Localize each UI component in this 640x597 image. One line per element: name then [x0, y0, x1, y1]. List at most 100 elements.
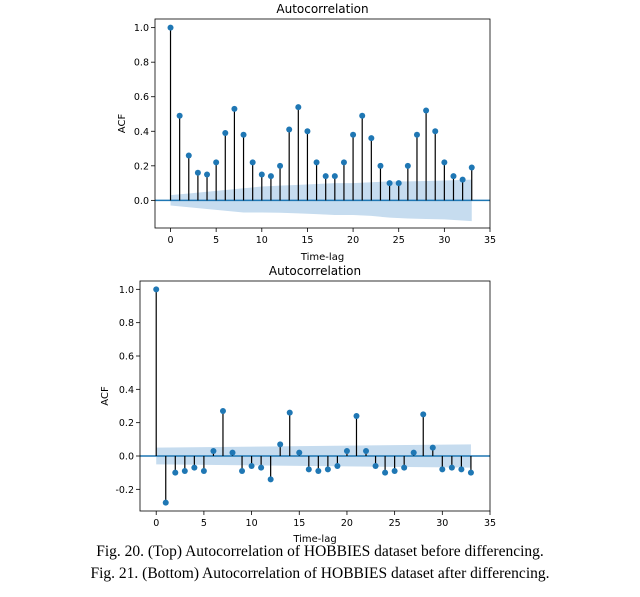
- x-tick-label: 20: [341, 518, 353, 529]
- acf-point: [239, 468, 246, 474]
- y-tick-label: 0.4: [134, 127, 149, 138]
- acf-point: [153, 286, 160, 293]
- acf-point: [459, 176, 466, 183]
- acf-point: [167, 24, 174, 31]
- acf-point: [353, 413, 360, 419]
- acf-point: [395, 180, 402, 187]
- acf-point: [181, 468, 188, 474]
- y-tick-label: 0.0: [119, 452, 134, 463]
- y-axis-label: ACF: [100, 386, 111, 406]
- acf-point: [277, 162, 284, 169]
- x-tick-label: 10: [246, 518, 258, 529]
- acf-point: [286, 409, 293, 416]
- x-tick-label: 5: [201, 518, 207, 529]
- acf-point: [413, 131, 420, 138]
- acf-point: [231, 105, 238, 112]
- acf-point: [194, 169, 201, 176]
- acf-point: [248, 463, 255, 469]
- x-axis-label: Time-lag: [300, 252, 344, 263]
- acf-point: [368, 135, 375, 142]
- y-tick-label: 0.6: [134, 92, 149, 103]
- acf-point: [386, 180, 393, 187]
- x-tick-label: 10: [256, 235, 268, 246]
- y-tick-label: 0.8: [134, 58, 149, 69]
- acf-point: [448, 464, 455, 471]
- y-tick-label: 0.8: [119, 318, 134, 329]
- chart-title: Autocorrelation: [276, 2, 368, 16]
- acf-point: [343, 448, 350, 454]
- acf-point: [267, 173, 274, 180]
- acf-point: [222, 130, 229, 136]
- acf-chart-top: Autocorrelation 0 5 10 15 20 25 30 35 0.0 0.2 0.4 0.…: [117, 2, 496, 263]
- acf-point: [172, 469, 179, 476]
- acf-point: [359, 112, 366, 119]
- x-tick-label: 35: [484, 235, 496, 246]
- acf-point: [458, 466, 465, 473]
- acf-point: [277, 441, 284, 448]
- acf-point: [410, 449, 417, 456]
- acf-point: [258, 464, 265, 471]
- acf-point: [334, 463, 341, 469]
- acf-point: [185, 152, 192, 159]
- acf-point: [350, 131, 357, 138]
- y-tick-label: 1.0: [119, 285, 134, 296]
- acf-point: [420, 411, 427, 418]
- acf-point: [313, 159, 320, 166]
- y-tick-label: -0.2: [115, 485, 134, 496]
- x-tick-label: 5: [213, 235, 219, 246]
- acf-point: [377, 162, 384, 169]
- acf-point: [401, 464, 408, 471]
- acf-point: [191, 464, 198, 471]
- y-tick-label: 0.4: [119, 385, 134, 396]
- x-tick-label: 25: [393, 235, 405, 246]
- acf-point: [315, 468, 322, 474]
- x-tick-label: 0: [167, 235, 173, 246]
- plot-frame: [139, 280, 491, 512]
- y-tick-label: 0.6: [119, 352, 134, 363]
- acf-point: [305, 466, 312, 473]
- acf-point: [219, 408, 226, 414]
- y-axis-label: ACF: [117, 114, 128, 134]
- acf-chart-bottom: Autocorrelation 0 5 10 15 20 25 30 35 -0.2 0.0 0.2 0…: [100, 264, 496, 545]
- y-tick-label: 0.2: [119, 418, 134, 429]
- acf-point: [372, 463, 379, 469]
- acf-point: [213, 159, 220, 166]
- acf-point: [450, 173, 457, 180]
- x-tick-label: 0: [153, 518, 159, 529]
- y-tick-label: 1.0: [134, 23, 149, 34]
- acf-point: [363, 448, 370, 454]
- acf-point: [240, 131, 247, 138]
- acf-point: [391, 468, 398, 474]
- acf-point: [423, 107, 430, 114]
- acf-point: [382, 469, 389, 476]
- acf-point: [404, 162, 411, 169]
- acf-figure: Autocorrelation 0 5 10 15 20 25 30 35 0.0 0.2 0.4 0.…: [100, 2, 496, 545]
- acf-point: [229, 449, 236, 456]
- acf-point: [468, 164, 475, 171]
- figure-caption-bottom: Fig. 21. (Bottom) Autocorrelation of HOB…: [90, 565, 550, 582]
- acf-point: [439, 466, 446, 473]
- acf-point: [258, 171, 265, 178]
- x-tick-label: 35: [484, 518, 496, 529]
- acf-point: [467, 469, 474, 476]
- figure-caption-top: Fig. 20. (Top) Autocorrelation of HOBBIE…: [96, 543, 544, 560]
- acf-point: [176, 112, 183, 119]
- acf-point: [162, 499, 169, 506]
- acf-point: [304, 128, 311, 135]
- acf-point: [204, 171, 211, 178]
- x-tick-label: 20: [347, 235, 359, 246]
- acf-point: [267, 476, 274, 483]
- x-tick-label: 30: [436, 518, 448, 529]
- acf-point: [249, 159, 256, 166]
- acf-point: [296, 449, 303, 456]
- x-axis-label: Time-lag: [292, 534, 336, 545]
- acf-point: [441, 159, 448, 166]
- acf-point: [429, 444, 436, 451]
- acf-point: [432, 128, 439, 135]
- chart-title: Autocorrelation: [269, 264, 361, 278]
- plot-frame: [154, 18, 491, 229]
- x-tick-label: 25: [389, 518, 401, 529]
- y-tick-label: 0.0: [134, 196, 149, 207]
- acf-point: [340, 159, 347, 166]
- x-tick-label: 30: [438, 235, 450, 246]
